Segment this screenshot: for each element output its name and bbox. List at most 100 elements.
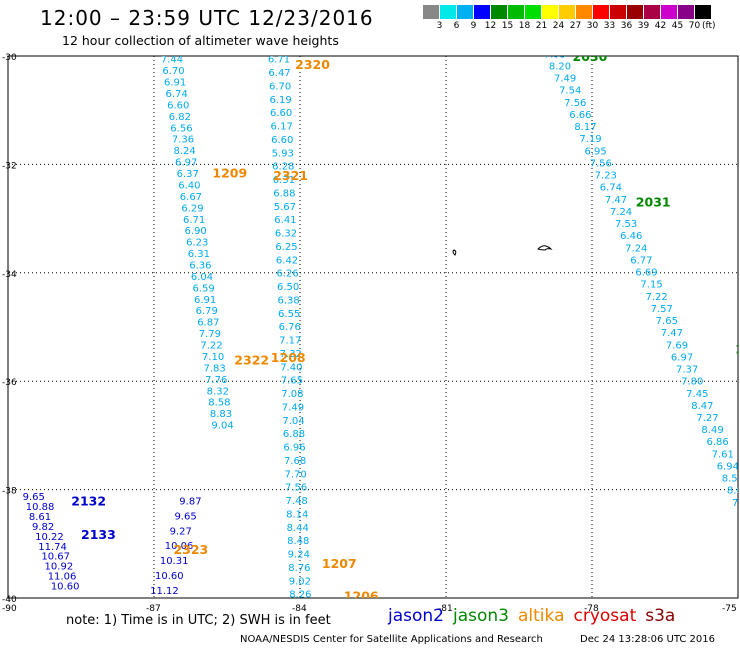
swh-value: 8.47 [691, 401, 713, 412]
swh-value: 7.76 [205, 375, 227, 386]
swh-value: 6.95 [584, 146, 606, 157]
swh-value: 8.76 [288, 563, 310, 574]
track-layer: 7.446.706.916.746.606.826.567.368.246.97… [23, 49, 740, 603]
swh-value: 7.19 [579, 134, 601, 145]
swh-value: 6.42 [276, 255, 298, 266]
swh-value: 7.56 [590, 158, 612, 169]
pass-time-label: 1209 [212, 166, 247, 181]
swh-value: 7.37 [676, 365, 698, 376]
swh-value: 7.93 [544, 49, 566, 60]
swh-value: 6.19 [269, 95, 291, 106]
legend-swatch [491, 5, 508, 19]
legend-swatch [508, 5, 525, 19]
legend-label: 6 [453, 21, 460, 31]
legend-swatch [576, 5, 593, 19]
swh-value: 6.77 [630, 255, 652, 266]
swh-value: 6.40 [178, 180, 200, 191]
swh-value: 7.49 [554, 74, 576, 85]
swh-value: 6.55 [278, 309, 300, 320]
swh-value: 6.91 [164, 78, 186, 89]
swh-value: 8.66 [727, 486, 740, 497]
swh-value: 11.06 [48, 572, 77, 583]
swh-value: 6.23 [186, 238, 208, 249]
swh-value: 6.88 [273, 188, 295, 199]
satellite-altika: altika [518, 606, 565, 626]
legend-label: 27 [569, 21, 582, 31]
swh-value: 6.96 [283, 443, 305, 454]
swh-value: 7.56 [564, 98, 586, 109]
swh-value: 7.44 [161, 55, 183, 66]
swh-value: 6.71 [183, 215, 205, 226]
generation-timestamp: Dec 24 13:28:06 UTC 2016 [580, 634, 715, 645]
swh-value: 6.76 [279, 322, 301, 333]
swh-value: 7.80 [681, 377, 703, 388]
swh-value: 6.79 [196, 306, 218, 317]
legend-label: 24 [552, 21, 565, 31]
swh-value: 6.88 [283, 429, 305, 440]
swh-value: 6.28 [272, 162, 294, 173]
swh-value: 6.32 [275, 229, 297, 240]
pass-time-label: 2133 [81, 527, 116, 542]
legend-swatch [559, 5, 576, 19]
swh-value: 10.31 [160, 556, 189, 567]
legend-label: 9 [470, 21, 477, 31]
swh-value: 6.41 [274, 215, 296, 226]
swh-value: 6.67 [180, 192, 202, 203]
legend-swatch [542, 5, 559, 19]
legend-label: 18 [518, 21, 531, 31]
page-subtitle: 12 hour collection of altimeter wave hei… [62, 33, 339, 48]
legend-label: 30 [586, 21, 599, 31]
map-frame [7, 55, 739, 599]
swh-value: 6.60 [270, 108, 292, 119]
swh-value: 7.61 [712, 449, 734, 460]
lon-tick-label: -75 [722, 604, 737, 614]
swh-value: 9.04 [211, 421, 233, 432]
swh-value: 6.94 [717, 461, 739, 472]
legend-swatch [457, 5, 474, 19]
color-legend [423, 5, 712, 19]
lat-tick-label: -30 [2, 53, 17, 63]
swh-value: 6.31 [273, 175, 295, 186]
swh-value: 8.44 [287, 523, 309, 534]
swh-value: 9.02 [289, 576, 311, 587]
swh-value: 6.37 [177, 169, 199, 180]
lon-tick-label: -87 [146, 604, 161, 614]
swh-value: 6.74 [166, 89, 188, 100]
swh-value: 7.49 [282, 402, 304, 413]
swh-value: 7.54 [559, 86, 581, 97]
swh-value: 10.60 [51, 582, 80, 593]
swh-value: 7.24 [625, 243, 647, 254]
legend-label: 3 [436, 21, 443, 31]
color-legend-labels: 3 6 9 12 15 18 21 24 27 30 33 36 39 42 45 70 [423, 21, 703, 31]
swh-value: 7.40 [280, 362, 302, 373]
swh-value: 9.65 [23, 492, 45, 503]
pass-time-label: 1206 [344, 588, 379, 603]
swh-value: 8.32 [207, 386, 229, 397]
legend-swatch [593, 5, 610, 19]
island-outline [537, 245, 553, 251]
swh-value: 6.36 [189, 261, 211, 272]
swh-value: 6.90 [185, 226, 207, 237]
island-outline [452, 249, 457, 256]
swh-value: 8.17 [574, 122, 596, 133]
swh-value: 6.86 [707, 437, 729, 448]
swh-value: 8.14 [286, 509, 308, 520]
swh-value: 5.93 [272, 148, 294, 159]
pass-time-label: 2031 [636, 194, 671, 209]
swh-value: 6.31 [188, 249, 210, 260]
swh-value: 6.74 [600, 183, 622, 194]
swh-value: 7.56 [285, 483, 307, 494]
legend-label: 12 [484, 21, 497, 31]
swh-value: 8.48 [287, 536, 309, 547]
swh-value: 6.91 [194, 295, 216, 306]
satellite-jason3: jason3 [453, 606, 509, 626]
swh-value: 7.04 [282, 416, 304, 427]
swh-value: 6.26 [276, 269, 298, 280]
legend-swatch [474, 5, 491, 19]
swh-value: 7.27 [696, 413, 718, 424]
swh-value: 9.24 [288, 550, 310, 561]
swh-value: 10.92 [45, 562, 74, 573]
swh-value: 10.06 [165, 541, 194, 552]
legend-label: 33 [603, 21, 616, 31]
